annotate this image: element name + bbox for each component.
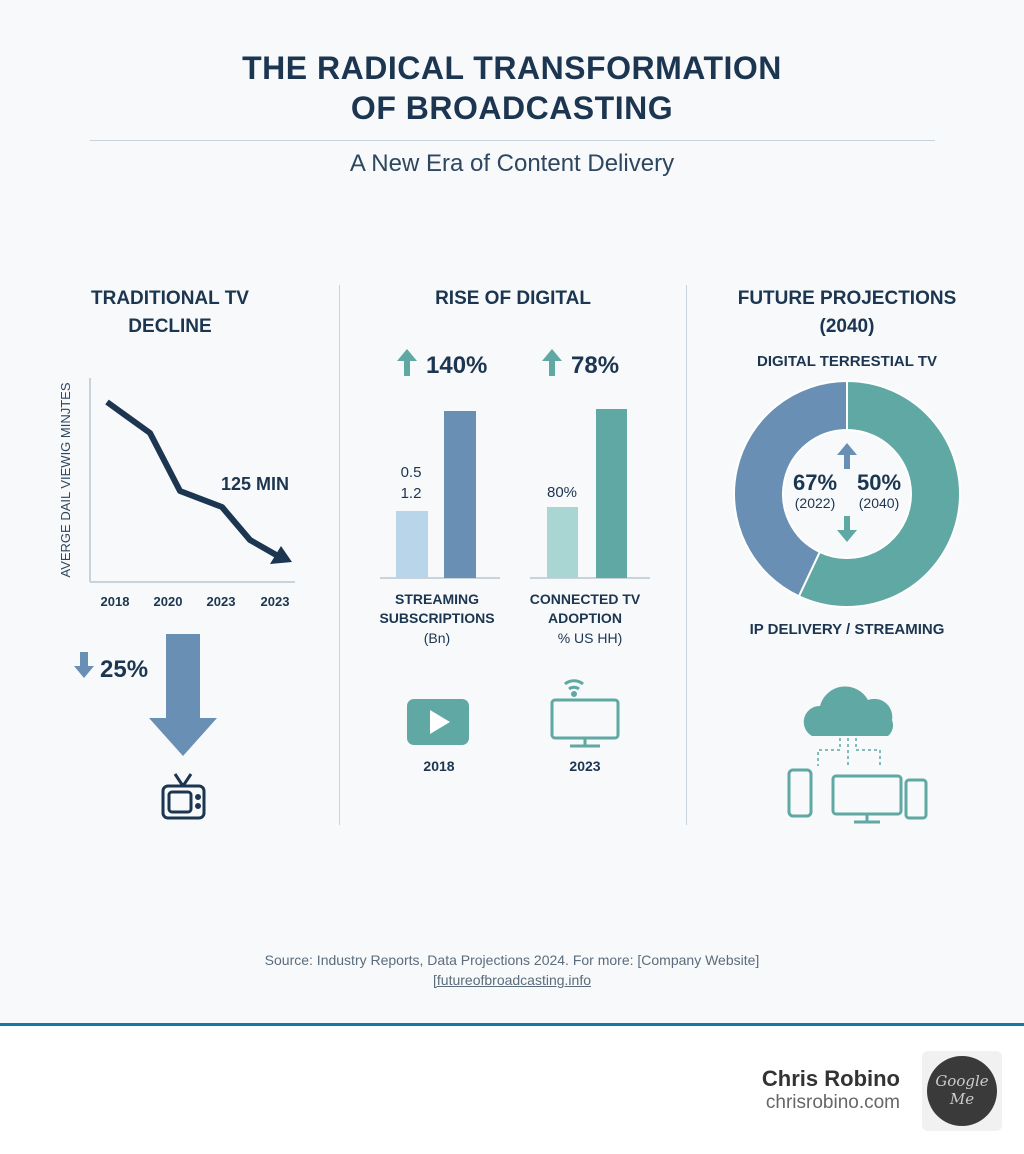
bar-streaming-2018 xyxy=(396,511,428,578)
traditional-heading: TRADITIONAL TV DECLINE xyxy=(40,285,300,341)
retro-tv-icon xyxy=(161,773,206,820)
icon-label: 2018 xyxy=(423,758,454,774)
decline-value: 25% xyxy=(100,656,148,683)
bar-label: ADOPTION xyxy=(548,610,622,626)
icon-label: 2023 xyxy=(569,758,600,774)
x-tick-label: 2023 xyxy=(207,594,236,609)
y-axis-label: AVERGE DAIL VIEWIG MINJTES xyxy=(58,382,73,577)
data-label: 1.2 xyxy=(401,485,422,502)
bar-label: (Bn) xyxy=(424,630,450,646)
donut-top-label: DIGITAL TERRESTIAL TV xyxy=(756,353,937,370)
heading-line: FUTURE PROJECTIONS xyxy=(737,288,957,309)
x-tick-label: 2020 xyxy=(154,594,183,609)
x-tick-label: 2018 xyxy=(101,594,130,609)
column-divider xyxy=(339,285,340,825)
bar-label: SUBSCRIPTIONS xyxy=(379,610,494,626)
donut-slices xyxy=(733,379,961,608)
author-name: Chris Robino xyxy=(761,1066,900,1091)
donut-slice-0 xyxy=(797,379,961,608)
arrow-down-icon xyxy=(74,652,94,678)
ctv-change: 78% xyxy=(571,352,619,379)
footer-accent xyxy=(0,1023,1024,1026)
heading-line: TRADITIONAL TV xyxy=(91,288,249,309)
source-text: Source: Industry Reports, Data Projectio… xyxy=(264,952,760,968)
google-me-badge[interactable]: Google Me xyxy=(922,1051,1002,1131)
donut-chart: 67% (2022) 50% (2040) xyxy=(733,379,961,608)
x-tick-label: 2023 xyxy=(261,594,290,609)
badge-logo: Google Me xyxy=(927,1056,997,1126)
cloud-devices-icon xyxy=(787,686,928,824)
donut-bottom-label: IP DELIVERY / STREAMING xyxy=(749,621,945,638)
badge-text: Me xyxy=(949,1090,975,1108)
author-site[interactable]: chrisrobino.com xyxy=(765,1092,900,1113)
center-value: 50% xyxy=(857,470,901,495)
bar-ctv-2018 xyxy=(547,507,578,578)
data-label: 0.5 xyxy=(401,464,422,481)
play-button-icon xyxy=(407,699,469,745)
footer: Chris Robino chrisrobino.com Google Me xyxy=(0,1026,1024,1154)
data-label: 80% xyxy=(547,484,577,501)
badge-text: Google xyxy=(935,1072,989,1090)
arrow-down-icon xyxy=(837,516,857,542)
source-note: Source: Industry Reports, Data Projectio… xyxy=(0,950,1024,990)
digital-heading: RISE OF DIGITAL xyxy=(435,288,591,309)
author-block: Chris Robino chrisrobino.com xyxy=(762,1066,900,1114)
bar-label: % US HH) xyxy=(558,630,623,646)
divider xyxy=(90,140,935,141)
title-line-2: OF BROADCASTING xyxy=(350,90,674,126)
line-arrowhead xyxy=(270,546,292,564)
connected-tv-icon xyxy=(550,679,620,748)
bar-label: STREAMING xyxy=(395,591,479,607)
center-year: (2022) xyxy=(795,495,835,511)
title-line-1: THE RADICAL TRANSFORMATION xyxy=(242,50,782,86)
bar-label: CONNECTED TV xyxy=(530,591,641,607)
digital-bar-charts: 140% 78% 0.5 1.2 80% STREAMING SUBSCRIPT… xyxy=(379,349,650,774)
subtitle: A New Era of Content Delivery xyxy=(349,150,675,177)
line-chart: AVERGE DAIL VIEWIG MINJTES 125 MIN 2018 … xyxy=(58,378,295,820)
heading-line: (2040) xyxy=(819,316,875,337)
page-title: THE RADICAL TRANSFORMATION OF BROADCASTI… xyxy=(0,48,1024,128)
line-annotation: 125 MIN xyxy=(221,474,289,494)
center-year: (2040) xyxy=(859,495,899,511)
streaming-change: 140% xyxy=(426,352,487,379)
donut-slice-1 xyxy=(733,379,848,598)
bar-ctv-2023 xyxy=(596,409,627,578)
arrow-up-icon xyxy=(837,443,857,469)
arrow-up-icon xyxy=(397,349,417,376)
viewing-minutes-line xyxy=(105,399,280,559)
heading-line: DECLINE xyxy=(128,316,212,337)
arrow-up-icon xyxy=(542,349,562,376)
bar-streaming-2023 xyxy=(444,411,476,578)
big-down-arrow-icon xyxy=(149,634,217,756)
column-divider xyxy=(686,285,687,825)
future-heading: FUTURE PROJECTIONS (2040) xyxy=(690,285,1004,341)
source-link[interactable]: [futureofbroadcasting.info xyxy=(433,972,591,988)
center-value: 67% xyxy=(793,470,837,495)
